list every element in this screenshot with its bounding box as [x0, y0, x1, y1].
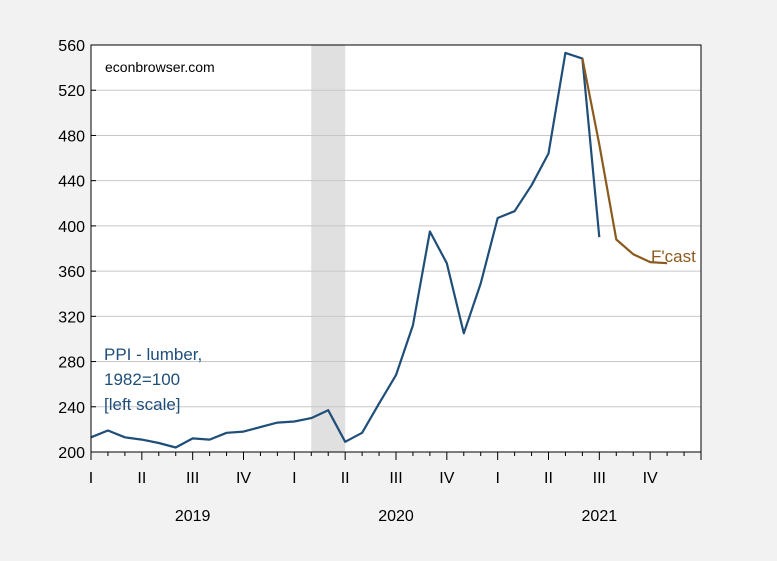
y-tick-label: 240 — [58, 400, 85, 417]
x-tick-label: II — [341, 470, 350, 487]
y-tick-label: 560 — [58, 38, 85, 55]
plot-frame — [90, 44, 702, 453]
y-tick-label: 440 — [58, 174, 85, 191]
x-tick-label: I — [292, 470, 296, 487]
year-label: 2020 — [378, 508, 414, 525]
gridlines — [91, 89, 701, 408]
series-lines — [90, 51, 668, 449]
year-labels: 2019 2020 2021 — [175, 508, 617, 525]
source-annotation: econbrowser.com — [105, 59, 215, 75]
x-axis-ticks: I II III IV I II III IV I II III IV — [89, 452, 702, 487]
x-tick-label: IV — [643, 470, 658, 487]
y-tick-label: 520 — [58, 83, 85, 100]
x-tick-label: I — [89, 470, 93, 487]
series-line-ppi-lumber — [90, 51, 601, 449]
plot-background — [91, 45, 701, 452]
recession-shading — [311, 45, 346, 452]
y-tick-label: 480 — [58, 128, 85, 145]
x-tick-label: III — [389, 470, 402, 487]
x-tick-label: I — [495, 470, 499, 487]
x-tick-label: IV — [236, 470, 251, 487]
forecast-label: F'cast — [651, 247, 696, 266]
y-tick-label: 200 — [58, 445, 85, 462]
y-tick-label: 280 — [58, 355, 85, 372]
y-tick-label: 400 — [58, 219, 85, 236]
series-label-line-1: PPI - lumber, — [104, 345, 202, 364]
series-line-forecast — [581, 58, 668, 265]
x-tick-label: III — [593, 470, 606, 487]
x-tick-label: II — [544, 470, 553, 487]
year-label: 2019 — [175, 508, 211, 525]
x-tick-label: III — [186, 470, 199, 487]
series-label-line-2: 1982=100 — [104, 370, 180, 389]
series-label-line-3: [left scale] — [104, 395, 181, 414]
y-tick-label: 320 — [58, 309, 85, 326]
y-tick-label: 360 — [58, 264, 85, 281]
x-tick-label: II — [137, 470, 146, 487]
y-axis-ticks: 200 240 280 320 360 400 440 480 520 560 — [58, 38, 96, 462]
x-tick-label: IV — [439, 470, 454, 487]
year-label: 2021 — [582, 508, 618, 525]
